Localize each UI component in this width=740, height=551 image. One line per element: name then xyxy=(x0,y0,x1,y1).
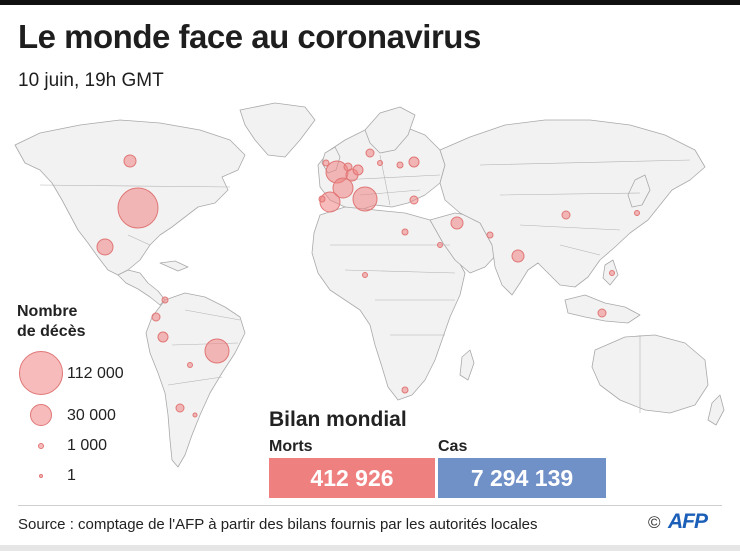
cas-label: Cas xyxy=(438,438,468,455)
legend-circle-1000 xyxy=(38,443,44,449)
bubble-germany xyxy=(352,164,364,176)
japan-shape xyxy=(627,174,651,208)
source-note: Source : comptage de l'AFP à partir des … xyxy=(18,516,538,533)
legend-label-1: 1 xyxy=(67,467,76,484)
legend-label-30000: 30 000 xyxy=(67,407,116,424)
bubble-argentina xyxy=(192,412,198,418)
bubble-brazil xyxy=(204,338,230,364)
page-subtitle: 10 juin, 19h GMT xyxy=(18,70,164,91)
bubble-turkey xyxy=(409,195,419,205)
death-bubbles xyxy=(96,148,640,418)
caribbean-shape xyxy=(159,260,189,272)
legend-circle-30000 xyxy=(30,404,52,426)
australia-shape xyxy=(591,334,709,414)
bubble-portugal xyxy=(318,195,326,203)
legend-title: Nombre de décès xyxy=(17,303,86,340)
bubble-france xyxy=(332,177,354,199)
bottom-bar xyxy=(0,545,740,551)
bubble-india xyxy=(511,249,525,263)
legend-label-112000: 112 000 xyxy=(67,365,124,382)
bubble-philippines xyxy=(609,270,615,276)
south-america-shape xyxy=(145,292,246,468)
bubble-saudi xyxy=(437,242,443,248)
bubble-japan xyxy=(634,210,640,216)
copyright-symbol: © xyxy=(648,513,661,532)
bubble-ireland xyxy=(322,159,330,167)
bubble-peru xyxy=(157,331,169,343)
central-america-shape xyxy=(117,269,166,306)
bubble-indonesia xyxy=(597,308,607,318)
legend-circle-112000 xyxy=(19,351,63,395)
madagascar-shape xyxy=(459,349,475,381)
afp-logo: AFP xyxy=(668,510,708,533)
top-bar xyxy=(0,0,740,5)
bubble-ecuador xyxy=(151,312,161,322)
bubble-usa xyxy=(117,187,159,229)
bubble-russia xyxy=(408,156,420,168)
greenland-shape xyxy=(239,102,316,158)
legend-label-1000: 1 000 xyxy=(67,437,108,454)
cas-value-box: 7 294 139 xyxy=(438,458,606,498)
morts-label: Morts xyxy=(269,438,313,455)
bubble-spain xyxy=(319,191,341,213)
bubble-china xyxy=(561,210,571,220)
bubble-mexico xyxy=(96,238,114,256)
bubble-ukraine xyxy=(396,161,404,169)
bilan-title: Bilan mondial xyxy=(269,408,407,431)
scandinavia-shape xyxy=(364,106,416,154)
bubble-iran xyxy=(450,216,464,230)
world-map xyxy=(14,102,725,468)
footer-divider xyxy=(18,505,722,506)
bubble-colombia xyxy=(161,296,169,304)
landmass xyxy=(14,102,725,468)
bubble-chile xyxy=(175,403,185,413)
bubble-pakistan xyxy=(486,231,494,239)
bubble-canada xyxy=(123,154,137,168)
new-zealand-shape xyxy=(707,394,725,426)
bubble-bolivia xyxy=(187,362,193,368)
page-title: Le monde face au coronavirus xyxy=(18,18,481,55)
bubble-sweden xyxy=(365,148,375,158)
bubble-nigeria xyxy=(362,272,368,278)
bubble-south-africa xyxy=(401,386,409,394)
bubble-poland xyxy=(377,160,383,166)
asia-shape xyxy=(439,119,706,296)
bubble-netherlands xyxy=(343,162,353,172)
legend-circle-1 xyxy=(39,474,43,478)
bubble-italy xyxy=(352,186,378,212)
morts-value-box: 412 926 xyxy=(269,458,435,498)
bubble-egypt xyxy=(401,228,409,236)
